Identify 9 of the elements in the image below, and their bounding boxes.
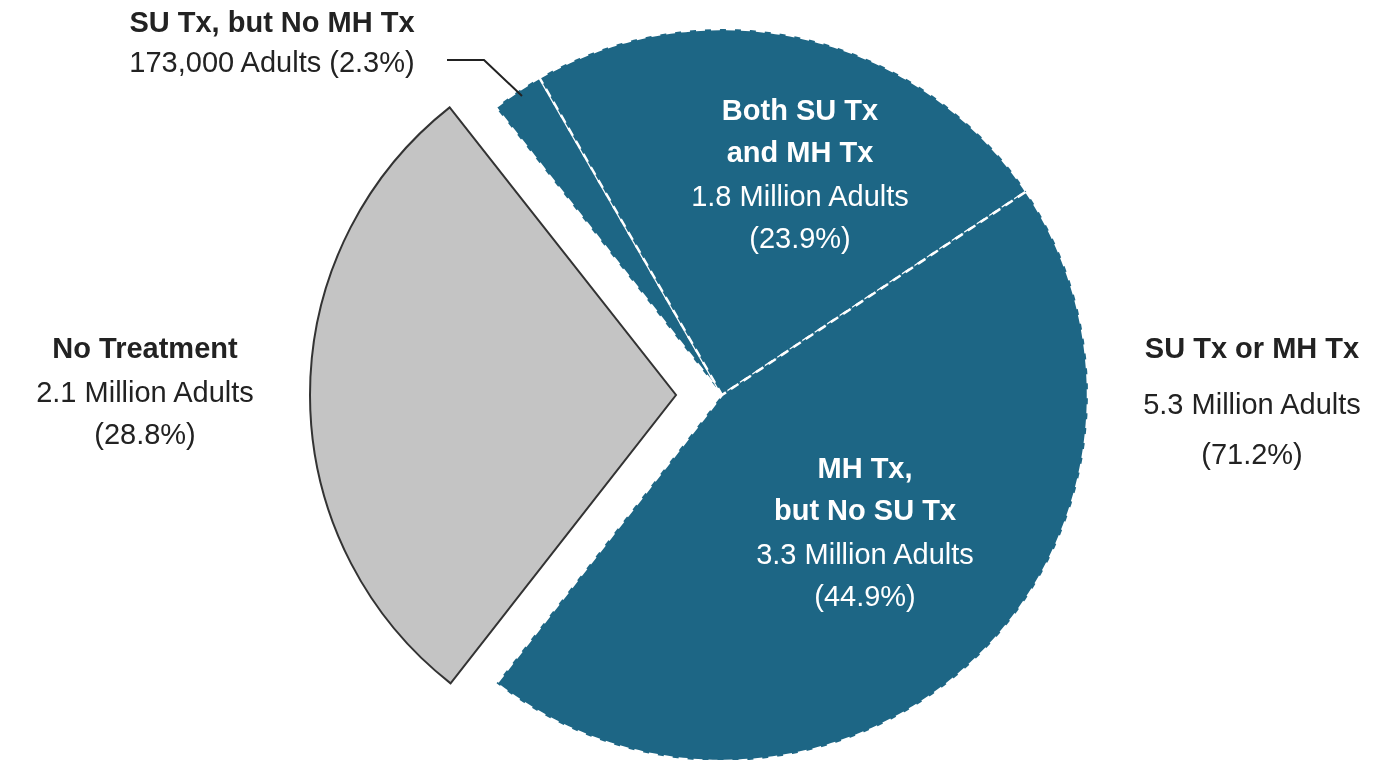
text: SU Tx or MH Tx 5.3 Million Adults (71.2%) xyxy=(1143,332,1361,470)
data-label: 2.1 Million Adults (28.8%) xyxy=(36,376,254,450)
slice-label: Both SU Tx and MH Tx xyxy=(721,94,879,168)
slice-label: MH Tx, but No SU Tx xyxy=(773,452,957,526)
data-label: 1.8 Million Adults (23.9%) xyxy=(691,180,909,254)
data-label: 173,000 Adults (2.3%) xyxy=(129,46,415,78)
data-label: 3.3 Million Adults (44.9%) xyxy=(756,538,974,612)
slice-label: SU Tx, but No MH Tx xyxy=(129,6,415,38)
slice-label: No Treatment xyxy=(52,332,238,364)
